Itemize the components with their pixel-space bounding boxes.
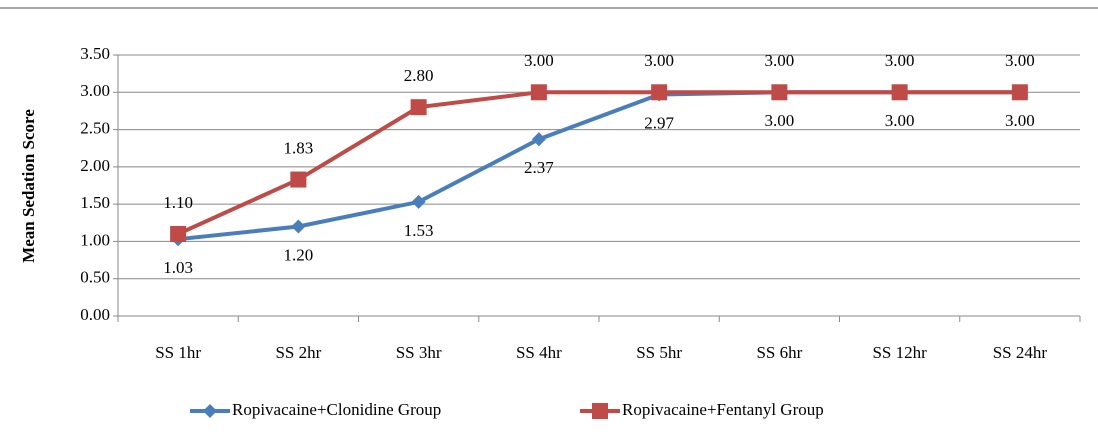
marker: [531, 132, 546, 147]
data-label: 3.00: [1005, 51, 1035, 70]
legend-label: Ropivacaine+Fentanyl Group: [622, 400, 824, 419]
x-tick-label: SS 1hr: [155, 343, 201, 362]
marker: [203, 404, 217, 418]
data-label: 2.37: [524, 158, 554, 177]
marker: [891, 84, 908, 101]
marker: [530, 84, 547, 101]
x-tick-label: SS 24hr: [993, 343, 1048, 362]
marker: [651, 84, 668, 101]
data-label: 3.00: [765, 51, 795, 70]
data-label: 1.53: [404, 221, 434, 240]
data-label: 1.10: [163, 193, 193, 212]
x-tick-label: SS 3hr: [396, 343, 442, 362]
y-axis-label: Mean Sedation Score: [19, 109, 38, 263]
y-tick-label: 3.00: [80, 81, 110, 100]
data-label: 3.00: [644, 51, 674, 70]
x-tick-label: SS 5hr: [636, 343, 682, 362]
data-label: 3.00: [1005, 111, 1035, 130]
legend-label: Ropivacaine+Clonidine Group: [232, 400, 441, 419]
data-label: 1.20: [284, 245, 314, 264]
series-line: [177, 90, 1020, 236]
marker: [1011, 84, 1028, 101]
data-label: 3.00: [885, 111, 915, 130]
x-tick-label: SS 2hr: [275, 343, 321, 362]
y-tick-label: 1.00: [80, 230, 110, 249]
y-tick-label: 1.50: [80, 193, 110, 212]
data-label: 3.00: [885, 51, 915, 70]
y-tick-label: 0.00: [80, 305, 110, 324]
data-label: 3.00: [524, 51, 554, 70]
y-tick-label: 2.00: [80, 156, 110, 175]
marker: [291, 219, 306, 234]
marker: [410, 99, 427, 116]
marker: [290, 171, 307, 188]
y-tick-label: 0.50: [80, 268, 110, 287]
marker: [771, 84, 788, 101]
data-label: 2.97: [644, 113, 674, 132]
x-tick-label: SS 12hr: [872, 343, 927, 362]
data-label: 3.00: [765, 111, 795, 130]
data-label: 1.03: [163, 258, 193, 277]
y-tick-label: 3.50: [80, 44, 110, 63]
data-label: 1.83: [284, 138, 314, 157]
y-tick-label: 2.50: [80, 118, 110, 137]
x-tick-label: SS 4hr: [516, 343, 562, 362]
x-tick-label: SS 6hr: [756, 343, 802, 362]
marker: [592, 403, 608, 419]
data-label: 2.80: [404, 66, 434, 85]
marker: [170, 225, 187, 242]
marker: [411, 194, 426, 209]
